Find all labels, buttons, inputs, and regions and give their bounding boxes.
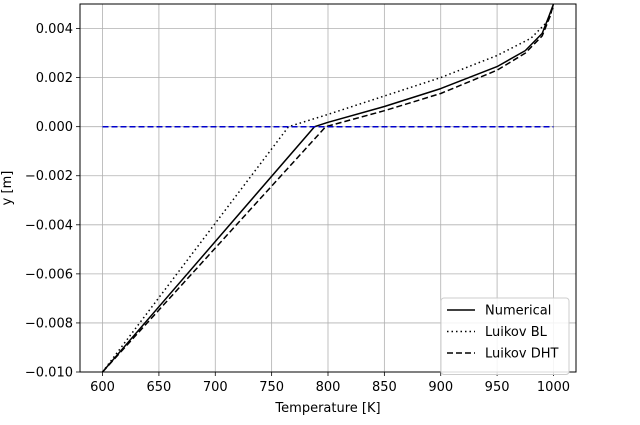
x-tick-label: 700 bbox=[203, 380, 228, 395]
x-axis-label: Temperature [K] bbox=[274, 401, 380, 416]
legend-label: Luikov DHT bbox=[485, 347, 558, 362]
x-tick-label: 1000 bbox=[537, 380, 570, 395]
series-layer bbox=[101, 3, 555, 373]
y-tick-label: 0.004 bbox=[36, 22, 73, 37]
y-tick-label: −0.008 bbox=[25, 316, 73, 331]
y-tick-label: 0.002 bbox=[36, 71, 73, 86]
x-tick-label: 850 bbox=[372, 380, 397, 395]
y-axis-label: y [m] bbox=[0, 171, 15, 206]
x-tick-label: 600 bbox=[90, 380, 115, 395]
series-luikov-dht bbox=[101, 3, 555, 373]
x-tick-label: 800 bbox=[316, 380, 341, 395]
y-tick-label: −0.010 bbox=[25, 366, 73, 381]
x-tick-label: 900 bbox=[428, 380, 453, 395]
legend-label: Luikov BL bbox=[485, 325, 548, 340]
x-tick-label: 650 bbox=[146, 380, 171, 395]
x-tick-label: 950 bbox=[485, 380, 510, 395]
y-tick-label: 0.000 bbox=[36, 120, 73, 135]
legend-box bbox=[440, 297, 570, 375]
legend: Numerical Luikov BL Luikov DHT bbox=[440, 297, 570, 375]
legend-label: Numerical bbox=[485, 304, 551, 319]
x-tick-label: 750 bbox=[259, 380, 284, 395]
y-tick-label: −0.002 bbox=[25, 169, 73, 184]
tick-layer: 600 650 700 750 800 850 900 950 1000 −0.010 −0.008… bbox=[25, 22, 570, 395]
grid bbox=[80, 4, 576, 373]
y-tick-label: −0.006 bbox=[25, 267, 73, 282]
y-tick-label: −0.004 bbox=[25, 218, 73, 233]
series-numerical bbox=[101, 3, 555, 373]
